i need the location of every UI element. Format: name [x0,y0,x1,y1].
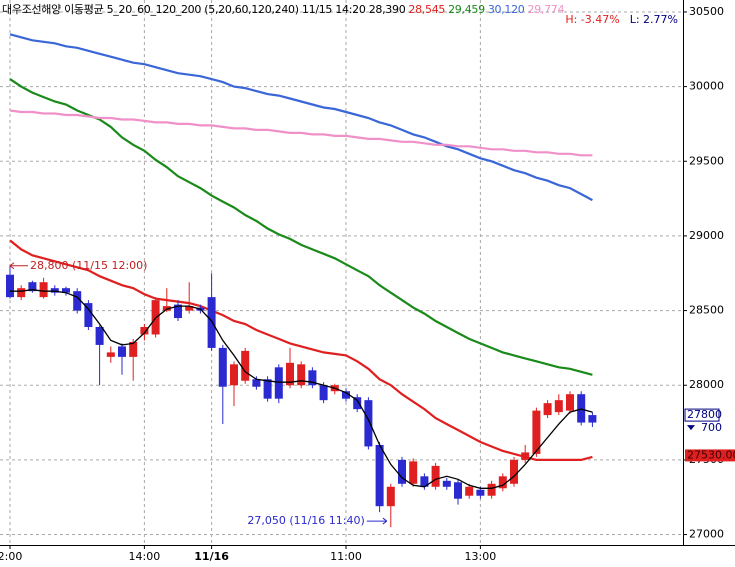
y-tick-label: 28000 [689,378,724,391]
ma-line [9,78,593,376]
candle-body [398,459,406,484]
candle-body [588,415,597,423]
change-arrow [687,425,695,431]
price-mark-label: 27800 [687,408,722,421]
candle-body [252,379,261,387]
header-text: 29,459 [448,3,485,16]
candle-body [454,482,462,499]
y-tick-label: 27000 [689,528,724,541]
candle-body [274,367,283,399]
x-tick-label: 2:00 [0,550,22,563]
candle-body [263,379,272,399]
price-mark-label: 27530.00 [687,448,735,461]
candle-body [140,327,149,335]
ma-line [10,289,593,489]
header-text: 29,774 [527,3,565,16]
candle-body [465,486,474,496]
candle-body [554,400,563,413]
range-labels: H: -3.47% L: 2.77% [555,13,678,26]
candle-body [95,327,104,345]
range-label: L: 2.77% [629,13,678,26]
header-text: 28,545 [408,3,446,16]
x-tick-label: 11:00 [330,550,362,563]
annotation-arrow-head [9,262,15,270]
header: 대우조선해양 이동평균 5_20_60_120_200 (5,20,60,120… [2,1,567,17]
candle-body [353,397,362,410]
candle-body [207,297,216,348]
y-tick-label: 29000 [689,229,724,242]
y-tick-label: 29500 [689,154,724,167]
ma-line [9,109,593,157]
annotation-arrow-head [382,517,388,525]
header-text: 대우조선해양 이동평균 5_20_60_120_200 (5,20,60,120… [2,3,406,16]
candle-body [50,288,59,293]
candle-body [319,385,328,401]
candle-body [17,288,26,298]
x-tick-label: 11/16 [194,550,229,563]
candle-body [566,394,574,411]
candle-body [241,350,250,381]
candle-body [28,282,37,292]
annotation: 28,800 (11/15 12:00) [30,259,147,272]
header-text: 30,120 [487,3,525,16]
candle-body [73,291,82,311]
candle-body [342,391,350,399]
candle-body [297,364,306,386]
x-tick-label: 13:00 [465,550,497,563]
candle-body [543,403,552,416]
candle-body [218,347,227,387]
candle-body [106,352,115,357]
candle-body [174,304,182,319]
candle-body [498,476,507,489]
y-tick-label: 30000 [689,80,724,93]
x-tick-label: 14:00 [129,550,161,563]
candle-body [118,346,126,357]
candle-body [286,362,294,386]
candle-body [521,452,530,460]
ma-line [9,33,593,202]
candle-body [230,364,238,386]
candle-body [162,306,171,311]
candle-body [375,444,384,507]
candle-body [185,306,194,311]
price-mark-box [685,449,735,462]
candle-body [62,288,70,293]
candle-body [487,483,496,496]
candle-body [532,410,541,454]
candle-body [577,394,586,423]
candle-body [308,370,317,386]
candle-body [442,480,451,487]
candle-body [386,486,395,507]
annotation: 27,050 (11/16 11:40) [247,514,364,527]
candle-body [129,341,138,357]
change-label: 700 [701,421,722,434]
candle-body [84,303,93,327]
candle-body [510,459,518,484]
candle-body [364,400,373,447]
candle-body [476,489,485,496]
range-label: H: -3.47% [565,13,620,26]
candle-body [420,476,429,487]
candle-body [431,465,440,487]
candle-body [6,274,14,298]
y-tick-label: 28500 [689,304,724,317]
y-tick-label: 30500 [689,5,724,18]
candle-body [409,461,418,484]
ma-line [9,239,593,461]
price-mark-box [684,408,720,422]
candle-body [39,282,48,298]
